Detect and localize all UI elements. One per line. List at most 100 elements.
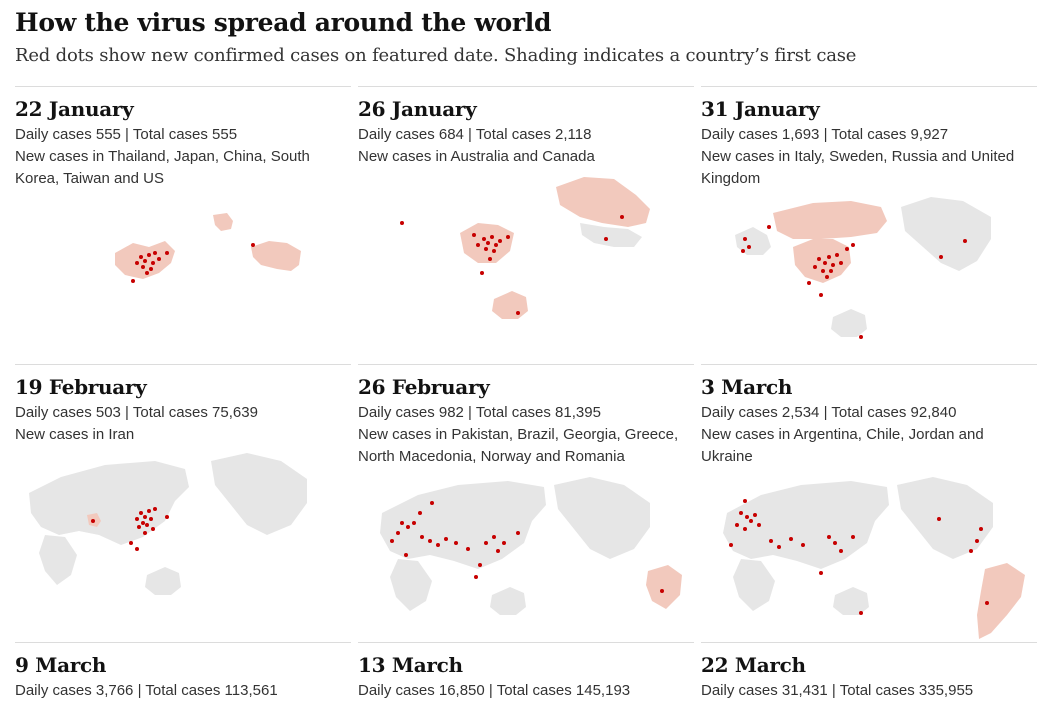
case-dots [729, 499, 989, 615]
australia-shape [145, 567, 181, 595]
panel-stats: Daily cases 684 | Total cases 2,118 [358, 126, 592, 143]
case-dot [969, 549, 973, 553]
china-shape [793, 239, 851, 283]
panel-date: 31 January [701, 97, 820, 121]
case-dot [436, 543, 440, 547]
map-panel-19-february: 19 February Daily cases 503 | Total case… [15, 364, 351, 643]
australia-shape [492, 291, 528, 319]
case-dot [135, 261, 139, 265]
case-dot [428, 539, 432, 543]
case-dot [157, 257, 161, 261]
map-panel-26-february: 26 February Daily cases 982 | Total case… [358, 364, 694, 643]
case-dot [478, 563, 482, 567]
case-dot [604, 237, 608, 241]
map-19-february [29, 453, 307, 595]
eurasia-shape [380, 481, 546, 569]
case-dot [829, 269, 833, 273]
map-panel-22-march: 22 March Daily cases 31,431 | Total case… [701, 642, 1037, 701]
case-dot [827, 535, 831, 539]
case-dot [420, 535, 424, 539]
map-panel-9-march: 9 March Daily cases 3,766 | Total cases … [15, 642, 351, 701]
case-dots [91, 507, 169, 551]
panel-new-cases: New cases in Australia and Canada [358, 148, 595, 165]
panel-date: 26 February [358, 375, 490, 399]
map-26-february [380, 477, 682, 615]
case-dot [139, 511, 143, 515]
case-dot [975, 539, 979, 543]
case-dot [412, 521, 416, 525]
case-dot [396, 531, 400, 535]
case-dot [741, 249, 745, 253]
usa-shape [580, 223, 642, 247]
case-dot [151, 527, 155, 531]
case-dot [135, 517, 139, 521]
case-dot [819, 293, 823, 297]
case-dot [827, 255, 831, 259]
case-dot [845, 247, 849, 251]
europe-shape [735, 227, 771, 255]
case-dot [851, 535, 855, 539]
case-dot [139, 255, 143, 259]
eurasia-shape [723, 481, 889, 569]
case-dot [979, 527, 983, 531]
panel-date: 22 January [15, 97, 134, 121]
case-dot [823, 261, 827, 265]
case-dot [502, 541, 506, 545]
panel-stats: Daily cases 16,850 | Total cases 145,193 [358, 682, 631, 699]
case-dot [739, 511, 743, 515]
case-dot [767, 225, 771, 229]
case-dot [145, 271, 149, 275]
case-dot [476, 243, 480, 247]
panel-stats: Daily cases 982 | Total cases 81,395 [358, 404, 601, 421]
case-dot [620, 215, 624, 219]
australia-shape [490, 587, 526, 615]
panel-stats: Daily cases 1,693 | Total cases 9,927 [701, 126, 949, 143]
case-dot [137, 525, 141, 529]
case-dot [831, 263, 835, 267]
page-title: How the virus spread around the world [15, 8, 552, 37]
case-dot [430, 501, 434, 505]
map-31-january [735, 197, 991, 339]
south-america-shape [977, 563, 1025, 639]
case-dot [807, 281, 811, 285]
map-22-january [115, 213, 301, 283]
case-dot [251, 243, 255, 247]
panel-new-cases: New cases in Italy, Sweden, Russia and U… [701, 148, 1015, 187]
case-dot [743, 237, 747, 241]
case-dots [400, 215, 624, 315]
case-dot [496, 549, 500, 553]
north-america-shape [897, 477, 993, 559]
case-dot [817, 257, 821, 261]
australia-shape [833, 587, 869, 615]
case-dot [743, 527, 747, 531]
case-dot [963, 239, 967, 243]
panel-new-cases: New cases in Argentina, Chile, Jordan an… [701, 426, 984, 465]
case-dot [482, 237, 486, 241]
case-dot [729, 543, 733, 547]
case-dot [851, 243, 855, 247]
map-3-march [723, 477, 1025, 639]
case-dot [745, 515, 749, 519]
case-dot [492, 249, 496, 253]
case-dot [488, 257, 492, 261]
case-dot [149, 517, 153, 521]
case-dot [484, 541, 488, 545]
canada-shape [556, 177, 650, 227]
case-dots [741, 225, 967, 339]
case-dot [400, 221, 404, 225]
map-panel-26-january: 26 January Daily cases 684 | Total cases… [358, 86, 694, 365]
case-dot [985, 601, 989, 605]
panel-date: 13 March [358, 653, 463, 677]
case-dot [151, 261, 155, 265]
case-dot [143, 531, 147, 535]
map-panel-13-march: 13 March Daily cases 16,850 | Total case… [358, 642, 694, 701]
case-dot [153, 251, 157, 255]
case-dot [821, 269, 825, 273]
case-dot [490, 235, 494, 239]
africa-shape [39, 535, 77, 585]
case-dot [769, 539, 773, 543]
case-dot [147, 509, 151, 513]
map-26-january [400, 177, 650, 319]
case-dot [839, 549, 843, 553]
case-dot [833, 541, 837, 545]
